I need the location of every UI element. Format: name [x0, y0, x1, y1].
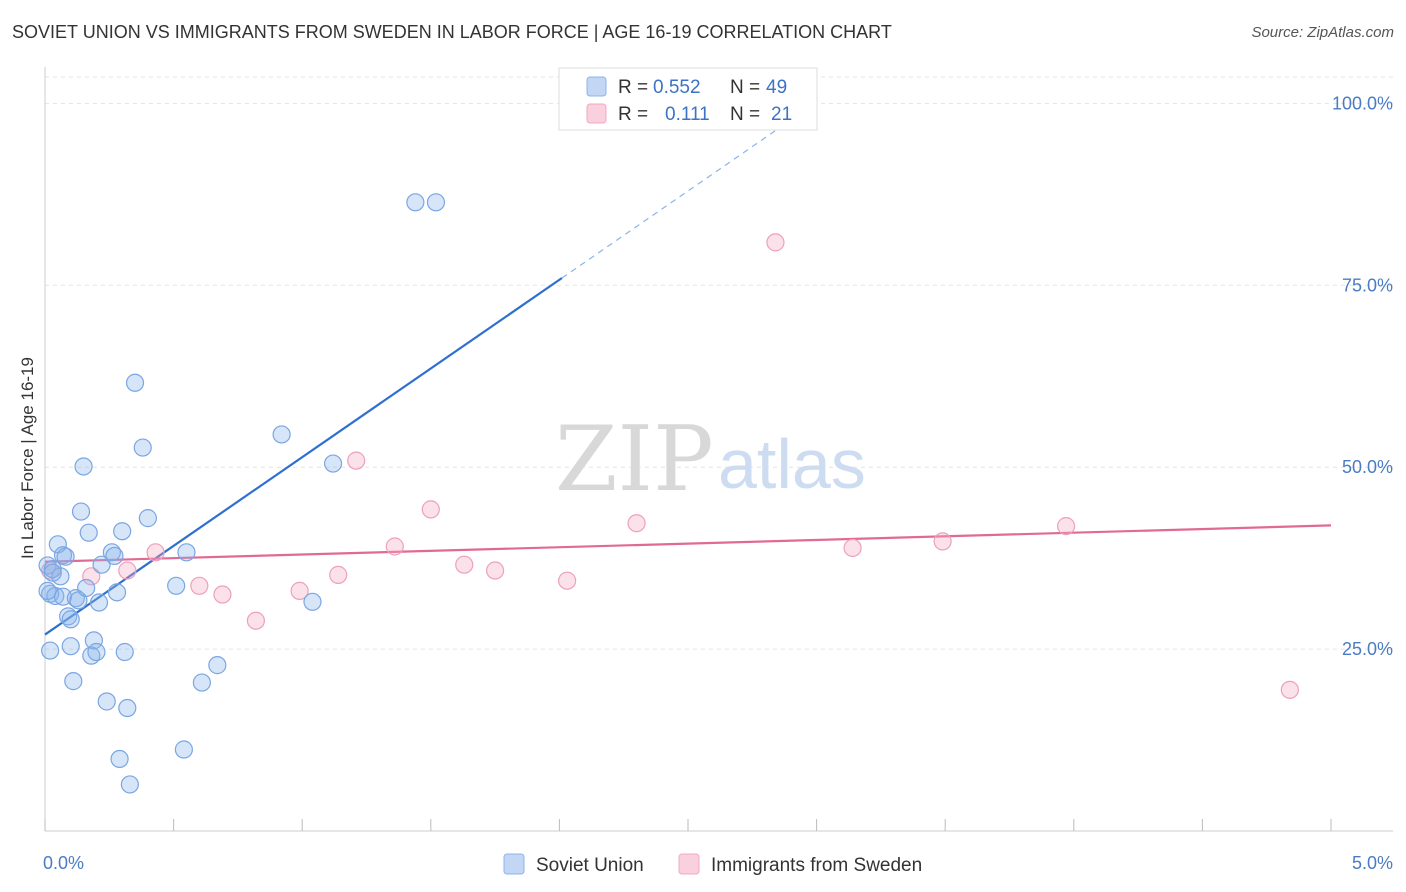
soviet-union-trend-line: [44, 277, 563, 636]
sweden-point: [146, 543, 165, 562]
legend-r-label: R =: [618, 77, 648, 98]
soviet-union-trend-extension: [561, 128, 779, 279]
soviet-union-point: [43, 563, 62, 582]
soviet-union-point: [138, 509, 157, 528]
sweden-point: [82, 567, 101, 586]
y-tick-label: 25.0%: [1342, 639, 1393, 659]
soviet-union-point: [174, 740, 193, 759]
soviet-union-point: [113, 522, 132, 541]
sweden-point: [1056, 517, 1076, 536]
grid-lines: [45, 76, 1393, 650]
sweden-point: [290, 581, 309, 600]
soviet-union-point: [56, 547, 75, 566]
sweden-point: [246, 611, 266, 630]
watermark-zip: ZIP: [555, 407, 714, 512]
sweden-point: [213, 585, 232, 604]
sweden-point: [1280, 680, 1299, 699]
chart-title: SOVIET UNION VS IMMIGRANTS FROM SWEDEN I…: [12, 22, 892, 42]
bottom-legend-swatch-blue: [503, 853, 525, 875]
soviet-union-point: [192, 673, 211, 692]
bottom-legend-swatch-pink: [678, 853, 700, 875]
soviet-union-point: [272, 425, 291, 444]
data-points: [38, 193, 1299, 794]
soviet-union-point: [71, 502, 91, 521]
y-axis-label: In Labor Force | Age 16-19: [18, 357, 37, 559]
soviet-union-point: [125, 373, 145, 392]
soviet-union-point: [92, 555, 111, 574]
sweden-point: [558, 571, 577, 590]
top-legend: R = 0.552 N = 49 R = 0.111 N = 21: [558, 67, 818, 131]
soviet-union-point: [426, 193, 446, 212]
trend-lines: [44, 128, 1332, 636]
watermark-atlas: atlas: [718, 425, 866, 503]
sweden-point: [347, 451, 366, 470]
soviet-union-point: [120, 775, 139, 794]
legend-n-label: N =: [730, 104, 760, 125]
sweden-point: [421, 500, 440, 519]
soviet-union-point: [110, 749, 129, 769]
soviet-union-point: [177, 543, 196, 562]
soviet-union-point: [167, 576, 186, 595]
sweden-point: [190, 576, 209, 595]
soviet-union-point: [84, 631, 103, 650]
x-tick-label: 0.0%: [43, 853, 84, 873]
sweden-trend-line: [44, 524, 1332, 563]
sweden-point: [329, 565, 348, 584]
y-tick-label: 75.0%: [1342, 275, 1393, 295]
source-label: Source: ZipAtlas.com: [1251, 24, 1394, 41]
soviet-union-point: [61, 610, 80, 629]
sweden-point: [486, 561, 505, 580]
x-tick-label: 5.0%: [1352, 853, 1393, 873]
sweden-point: [766, 233, 785, 252]
sweden-point: [933, 532, 952, 551]
soviet-union-point: [59, 607, 78, 626]
soviet-union-point: [133, 438, 152, 457]
axes: [44, 67, 1393, 832]
sweden-point: [455, 555, 474, 574]
sweden-point: [843, 538, 862, 558]
legend-n-value: 21: [771, 104, 792, 125]
soviet-union-point: [323, 454, 343, 473]
sweden-point: [385, 537, 404, 556]
legend-r-label: R =: [618, 104, 648, 125]
y-tick-label: 50.0%: [1342, 457, 1393, 477]
soviet-union-point: [118, 698, 137, 718]
soviet-union-point: [406, 193, 425, 212]
legend-swatch-pink: [586, 103, 607, 124]
soviet-union-point: [64, 672, 83, 691]
legend-n-value: 49: [766, 77, 787, 98]
soviet-union-point: [97, 692, 116, 711]
soviet-union-point: [38, 581, 57, 600]
legend-n-label: N =: [730, 77, 760, 98]
legend-swatch-blue: [586, 76, 607, 97]
sweden-point: [627, 514, 646, 533]
legend-r-value: 0.111: [665, 104, 710, 125]
soviet-union-point: [74, 457, 93, 476]
soviet-union-point: [77, 578, 96, 598]
soviet-union-point: [79, 523, 98, 542]
watermark: ZIP atlas: [555, 407, 866, 512]
tick-labels: 25.0% 50.0% 75.0% 100.0% 0.0% 5.0%: [43, 93, 1393, 873]
soviet-union-point: [115, 642, 134, 662]
soviet-union-point: [89, 593, 109, 612]
bottom-legend: Soviet Union Immigrants from Sweden: [503, 853, 922, 876]
soviet-union-point: [107, 583, 127, 602]
legend-r-value: 0.552: [653, 77, 701, 98]
soviet-union-point: [208, 656, 227, 675]
bottom-legend-label-soviet: Soviet Union: [536, 855, 644, 876]
bottom-legend-label-sweden: Immigrants from Sweden: [711, 855, 922, 876]
soviet-union-point: [105, 546, 124, 566]
soviet-union-point: [41, 641, 60, 660]
soviet-union-point: [61, 637, 80, 656]
sweden-point: [118, 561, 137, 580]
soviet-union-point: [303, 592, 322, 611]
y-tick-label: 100.0%: [1332, 93, 1393, 113]
soviet-union-point: [87, 642, 106, 662]
